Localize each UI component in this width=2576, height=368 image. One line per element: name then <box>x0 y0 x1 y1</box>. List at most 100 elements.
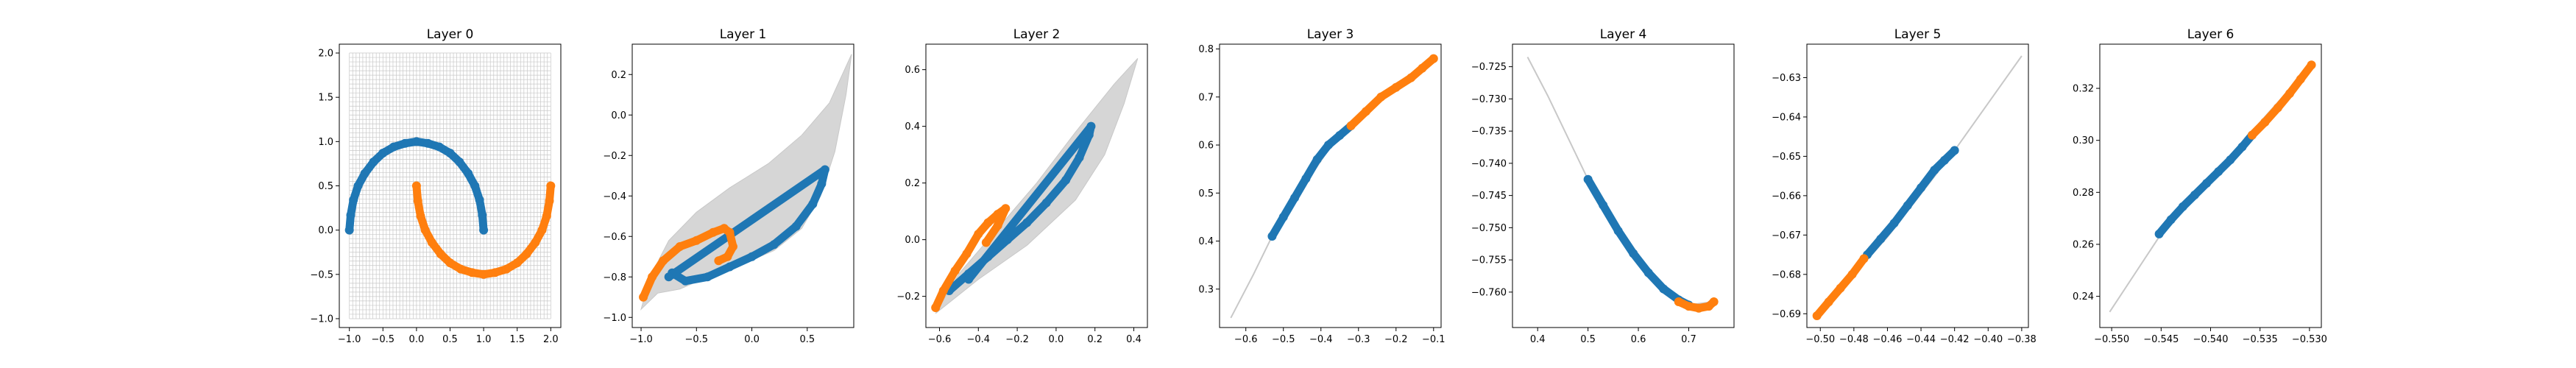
data-point <box>360 169 369 178</box>
axes-frame <box>1219 43 1442 328</box>
data-point <box>1859 254 1869 263</box>
data-point <box>708 227 718 237</box>
axes-frame <box>1512 43 1735 328</box>
data-point <box>2237 142 2247 152</box>
y-tick-label: 0.5 <box>318 181 333 192</box>
data-point <box>648 272 657 282</box>
panel-title: Layer 6 <box>2187 27 2234 42</box>
data-point <box>413 196 422 205</box>
plot-area <box>344 52 556 319</box>
data-point <box>1267 232 1277 241</box>
x-tick-label: 0.0 <box>1049 334 1064 345</box>
data-point <box>659 256 668 266</box>
y-tick-label: 0.0 <box>611 110 626 121</box>
panel-layer-5: −0.50 −0.48 −0.46 −0.44 −0.42 −0.40 −0.38 −0.63… <box>1772 27 2037 345</box>
data-point <box>1903 201 1912 210</box>
x-tick-label: 0.0 <box>409 334 425 345</box>
data-point <box>703 272 712 282</box>
x-tick-label: −0.4 <box>967 334 991 345</box>
data-point <box>1583 174 1593 184</box>
x-tick-label: 0.5 <box>799 334 815 345</box>
data-point <box>974 229 983 238</box>
axes-frame <box>925 43 1148 328</box>
panel-layer-4: 0.4 0.5 0.6 0.7 −0.725 −0.730 −0.735 −0.740 −0.7… <box>1471 27 1735 345</box>
data-point <box>479 225 489 235</box>
x-tick-label: 1.0 <box>476 334 492 345</box>
series-1-band <box>931 204 1010 312</box>
y-tick-label: −0.6 <box>603 232 626 243</box>
data-point <box>1312 155 1322 164</box>
x-tick-label: −0.5 <box>685 334 709 345</box>
panel-layer-0: −1.0 −0.5 0.0 0.5 1.0 1.5 2.0 −1.0 −0.5 0.0 0.5 1.0… <box>310 27 562 345</box>
data-point <box>1659 284 1669 294</box>
x-tick-label: −0.6 <box>928 334 952 345</box>
y-tick-label: −0.65 <box>1772 152 1801 163</box>
data-point <box>2296 74 2305 84</box>
data-point <box>436 250 445 259</box>
x-tick-label: −0.5 <box>1272 334 1295 345</box>
y-tick-label: −1.0 <box>310 314 333 325</box>
data-point <box>423 138 433 148</box>
plot-area <box>1230 54 1438 319</box>
data-point <box>353 181 363 191</box>
y-tick-label: −0.2 <box>603 151 626 162</box>
data-point <box>1629 249 1638 258</box>
data-point <box>502 264 512 274</box>
data-point <box>445 258 455 268</box>
data-point <box>420 225 430 235</box>
panel-title: Layer 5 <box>1894 27 1942 42</box>
data-point <box>1278 212 1288 222</box>
data-point <box>1075 153 1084 162</box>
y-tick-label: 0.6 <box>1198 141 1214 152</box>
data-point <box>725 262 735 272</box>
y-tick-label: −0.8 <box>603 272 626 283</box>
x-tick-label: −0.40 <box>1973 334 2003 345</box>
data-point <box>411 137 421 146</box>
data-point <box>1613 226 1623 236</box>
data-point <box>1876 234 1886 244</box>
y-tick-label: −1.0 <box>603 313 626 324</box>
x-tick-label: 0.4 <box>1126 334 1142 345</box>
data-point <box>1930 166 1939 175</box>
data-point <box>475 195 484 205</box>
data-point <box>2202 178 2212 188</box>
data-point <box>531 238 540 247</box>
y-tick-label: 1.5 <box>318 93 333 104</box>
data-point <box>964 275 974 284</box>
x-tick-label: 0.4 <box>1530 334 1546 345</box>
panel-layer-2: −0.6 −0.4 −0.2 0.0 0.2 0.4 −0.2 0.0 0.2 0.4 0.6 Lay… <box>896 27 1148 345</box>
data-point <box>522 250 531 259</box>
data-point <box>346 210 355 220</box>
data-point <box>962 249 972 258</box>
data-point <box>1847 269 1857 279</box>
data-point <box>2307 60 2316 70</box>
panel-layer-3: −0.6 −0.5 −0.4 −0.3 −0.2 −0.1 0.3 0.4 0.5 0.6 0.7 0… <box>1198 27 1445 345</box>
data-point <box>378 148 388 158</box>
data-point <box>2247 130 2257 140</box>
data-point <box>817 179 827 188</box>
y-tick-label: −0.750 <box>1471 223 1507 234</box>
data-point <box>723 252 732 261</box>
data-point <box>490 268 500 277</box>
data-point <box>1418 63 1427 73</box>
y-tick-label: −0.735 <box>1471 127 1507 138</box>
y-tick-label: 0.0 <box>905 235 920 246</box>
data-point <box>1391 82 1401 92</box>
y-tick-label: −0.4 <box>603 191 626 202</box>
data-point <box>2226 155 2235 165</box>
data-point <box>470 181 480 191</box>
data-point <box>389 142 398 152</box>
data-point <box>479 269 489 279</box>
data-point <box>692 236 701 245</box>
y-tick-label: 1.0 <box>318 137 333 148</box>
x-tick-label: 0.2 <box>1087 334 1103 345</box>
data-point <box>434 142 444 152</box>
y-tick-label: 0.6 <box>905 65 920 76</box>
y-tick-label: −0.760 <box>1471 287 1507 298</box>
panel-title: Layer 2 <box>1013 27 1061 42</box>
y-tick-label: 0.7 <box>1198 92 1214 103</box>
x-tick-label: −0.50 <box>1805 334 1835 345</box>
data-point <box>2260 117 2270 127</box>
y-tick-label: −0.69 <box>1772 309 1801 320</box>
data-point <box>1599 200 1608 210</box>
